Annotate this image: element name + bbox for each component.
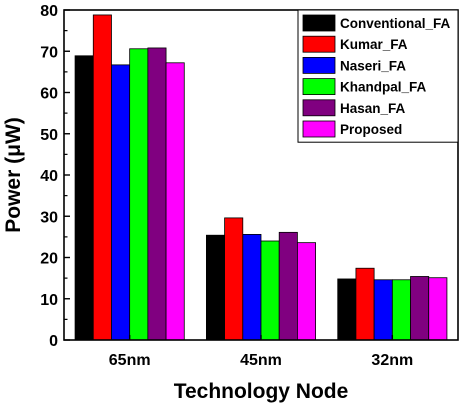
bar-conventional-fa-32nm <box>337 278 357 341</box>
y-tick-label: 80 <box>40 3 58 20</box>
y-axis-title: Power (μW) <box>2 117 25 233</box>
legend-label: Proposed <box>340 122 402 137</box>
bar-hasan-fa-45nm <box>278 231 298 341</box>
bar-khandpal-fa-32nm <box>391 279 411 341</box>
bar-kumar-fa-32nm <box>355 267 375 341</box>
bar-proposed-32nm <box>428 277 448 341</box>
bar-kumar-fa-65nm <box>92 14 112 341</box>
bars-layer <box>74 14 448 341</box>
axes-layer: 65nm 45nm 32nm 0 10 20 30 40 50 60 70 80 <box>40 3 413 369</box>
x-tick-label: 45nm <box>240 352 282 369</box>
legend-swatch <box>302 78 336 95</box>
legend-label: Hasan_FA <box>340 101 406 116</box>
y-tick-label: 30 <box>40 209 58 226</box>
bar-naseri-fa-45nm <box>242 233 262 341</box>
legend-swatch <box>302 99 336 117</box>
y-tick-label: 50 <box>40 127 58 144</box>
bar-kumar-fa-45nm <box>224 217 244 341</box>
y-tick-label: 0 <box>49 333 58 350</box>
x-tick-label: 65nm <box>109 352 151 369</box>
legend: Conventional_FA Kumar_FA Naseri_FA Khandpal… <box>297 9 459 143</box>
legend-swatch <box>302 35 336 53</box>
y-tick-label: 60 <box>40 86 58 103</box>
bar-conventional-fa-65nm <box>74 55 94 341</box>
bar-conventional-fa-45nm <box>205 234 225 341</box>
bar-khandpal-fa-65nm <box>129 48 149 341</box>
bar-naseri-fa-65nm <box>111 64 131 341</box>
x-tick-label: 32nm <box>371 352 413 369</box>
legend-label: Conventional_FA <box>340 16 451 31</box>
legend-swatch <box>302 57 336 74</box>
legend-box <box>297 9 459 143</box>
bar-hasan-fa-32nm <box>410 276 430 341</box>
y-tick-label: 40 <box>40 168 58 185</box>
y-tick-label: 20 <box>40 251 58 268</box>
bar-proposed-65nm <box>165 62 185 341</box>
bar-proposed-45nm <box>296 242 316 341</box>
legend-label: Kumar_FA <box>340 37 408 52</box>
bar-khandpal-fa-45nm <box>260 240 280 341</box>
legend-label: Khandpal_FA <box>340 80 427 95</box>
bar-hasan-fa-65nm <box>147 47 167 341</box>
x-axis-title: Technology Node <box>174 380 349 403</box>
bar-naseri-fa-32nm <box>373 279 393 341</box>
legend-label: Naseri_FA <box>340 58 406 73</box>
legend-swatch <box>302 14 336 32</box>
y-tick-label: 70 <box>40 44 58 61</box>
legend-swatch <box>302 120 336 138</box>
y-tick-label: 10 <box>40 292 58 309</box>
